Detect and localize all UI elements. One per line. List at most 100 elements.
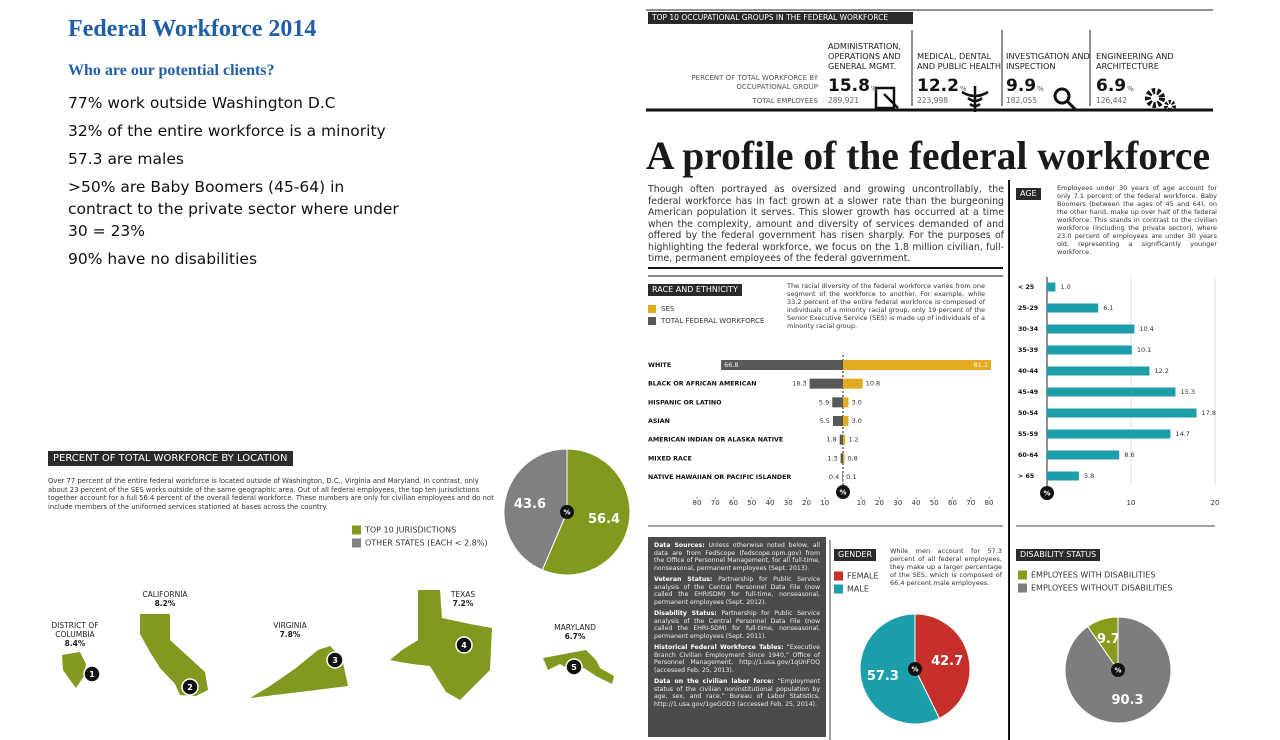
point: 57.3 are males xyxy=(68,150,184,168)
legend-swatch xyxy=(352,538,361,548)
state-name: VIRGINIA xyxy=(273,621,307,630)
source-lead: Data on the civilian labor force: xyxy=(654,678,774,685)
pie-slice xyxy=(503,448,568,571)
x-tick-label: 20 xyxy=(802,499,811,507)
source-item: Data Sources: Unless otherwise noted bel… xyxy=(654,542,820,572)
center-badge xyxy=(560,505,574,519)
value-label: 14.7 xyxy=(1175,430,1189,438)
bar xyxy=(1047,345,1132,355)
group-percent: 6.9 xyxy=(1096,76,1126,96)
source-text: “Executive Branch Civilian Employment Si… xyxy=(654,644,820,674)
group-employees: 223,998 xyxy=(917,96,948,105)
bar xyxy=(1047,324,1135,334)
bar xyxy=(1047,450,1120,460)
pie-slice xyxy=(914,613,971,719)
state-shape xyxy=(62,652,86,688)
value-label: 0.8 xyxy=(847,454,857,462)
category-label: 60-64 xyxy=(1018,452,1039,459)
center-label: % xyxy=(1043,490,1050,498)
legend-label: SES xyxy=(661,305,675,313)
point: 90% have no disabilities xyxy=(68,250,258,268)
point: >50% are Baby Boomers (45-64) in contrac… xyxy=(68,178,399,240)
legend-label: EMPLOYEES WITH DISABILITIES xyxy=(1031,571,1155,580)
section-header: PERCENT OF TOTAL WORKFORCE BY LOCATION xyxy=(48,451,293,466)
state-share: 8.4% xyxy=(64,639,86,648)
category-label: 30-34 xyxy=(1018,326,1039,333)
bar xyxy=(832,397,843,408)
value-label: 17.8 xyxy=(1202,409,1216,417)
category-label: NATIVE HAWAIIAN OR PACIFIC ISLANDER xyxy=(648,474,791,481)
x-tick-label: 70 xyxy=(966,499,975,507)
rank-number: 4 xyxy=(461,641,467,650)
bar xyxy=(842,472,843,483)
group-employees: 126,442 xyxy=(1096,96,1127,105)
icon-magnifier xyxy=(1053,87,1078,112)
bar xyxy=(843,416,849,427)
value-label: 1.0 xyxy=(1060,283,1070,291)
icon-caduceus xyxy=(961,86,989,112)
legend-label: FEMALE xyxy=(847,572,879,581)
category-label: WHITE xyxy=(648,362,671,369)
pie-slice xyxy=(859,613,941,725)
band-header: TOP 10 OCCUPATIONAL GROUPS IN THE FEDERA… xyxy=(648,12,913,24)
source-lead: Historical Federal Workforce Tables: xyxy=(654,644,784,651)
legend-swatch xyxy=(648,317,656,325)
category-label: 40-44 xyxy=(1018,368,1039,375)
icon-part xyxy=(883,93,899,109)
state-label: TEXAS 7.2% xyxy=(428,590,498,608)
rank-badge xyxy=(455,636,473,654)
section-text: Over 77 percent of the entire federal wo… xyxy=(48,477,494,511)
page-title: Federal Workforce 2014 xyxy=(68,16,317,42)
percent-sign: % xyxy=(871,85,878,93)
bar xyxy=(840,453,843,464)
profile-title: A profile of the federal workforce xyxy=(646,133,1210,178)
legend-swatch xyxy=(352,525,361,535)
bar xyxy=(1047,429,1171,439)
state-label: DISTRICT OF COLUMBIA 8.4% xyxy=(45,621,105,648)
center-label: % xyxy=(911,666,918,674)
x-tick-label: 60 xyxy=(729,499,738,507)
group-employees: 289,921 xyxy=(828,96,859,105)
state-name: DISTRICT OF COLUMBIA xyxy=(51,621,99,639)
state-label: CALIFORNIA 8.2% xyxy=(130,590,200,608)
legend-swatch xyxy=(1018,570,1027,580)
bar xyxy=(839,434,843,445)
center-badge xyxy=(1111,663,1125,677)
state-share: 8.2% xyxy=(154,599,176,608)
value-label: 10.1 xyxy=(1137,346,1151,354)
center-label: % xyxy=(839,489,846,497)
slice-label: 42.7 xyxy=(931,654,963,669)
pie-slice xyxy=(541,448,631,576)
x-tick-label: 50 xyxy=(930,499,939,507)
category-label: HISPANIC OR LATINO xyxy=(648,399,722,406)
value-label: 1.8 xyxy=(826,436,836,444)
value-label: 12.2 xyxy=(1154,367,1168,375)
rank-badge xyxy=(565,658,583,676)
source-item: Data on the civilian labor force: “Emplo… xyxy=(654,678,820,708)
x-tick-label: 20 xyxy=(875,499,884,507)
x-tick-label: 30 xyxy=(784,499,793,507)
icon-part xyxy=(1053,87,1071,105)
value-label: 3.8 xyxy=(1084,472,1094,480)
state-name: CALIFORNIA xyxy=(142,590,188,599)
state-name: TEXAS xyxy=(450,590,476,599)
sources-text: Data Sources: Unless otherwise noted bel… xyxy=(654,542,820,712)
value-label: 15.3 xyxy=(1181,388,1195,396)
chart-title: GENDER xyxy=(834,549,877,561)
x-tick-label: 10 xyxy=(820,499,829,507)
bar xyxy=(1047,408,1197,418)
value-label: 1.2 xyxy=(848,436,858,444)
group-name: INVESTIGATION AND INSPECTION xyxy=(1006,51,1090,71)
bar xyxy=(1047,471,1079,481)
category-label: 35-39 xyxy=(1018,347,1038,354)
row-label: TOTAL EMPLOYEES xyxy=(752,97,818,105)
state-name: MARYLAND xyxy=(554,623,596,632)
value-label: 66.8 xyxy=(724,361,738,369)
x-tick-label: 80 xyxy=(693,499,702,507)
category-label: MIXED RACE xyxy=(648,455,692,462)
percent-sign: % xyxy=(1127,85,1134,93)
source-lead: Veteran Status: xyxy=(654,576,713,583)
icon-part xyxy=(1145,88,1165,108)
source-item: Veteran Status: Partnership for Public S… xyxy=(654,576,820,606)
bar xyxy=(721,360,843,370)
